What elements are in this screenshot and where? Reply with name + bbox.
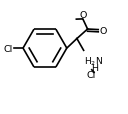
Text: Cl: Cl <box>86 70 96 79</box>
Text: H: H <box>91 64 98 73</box>
Text: O: O <box>79 10 87 19</box>
Text: Cl: Cl <box>4 44 13 53</box>
Text: H$_2$N: H$_2$N <box>84 55 103 67</box>
Text: O: O <box>99 27 107 36</box>
